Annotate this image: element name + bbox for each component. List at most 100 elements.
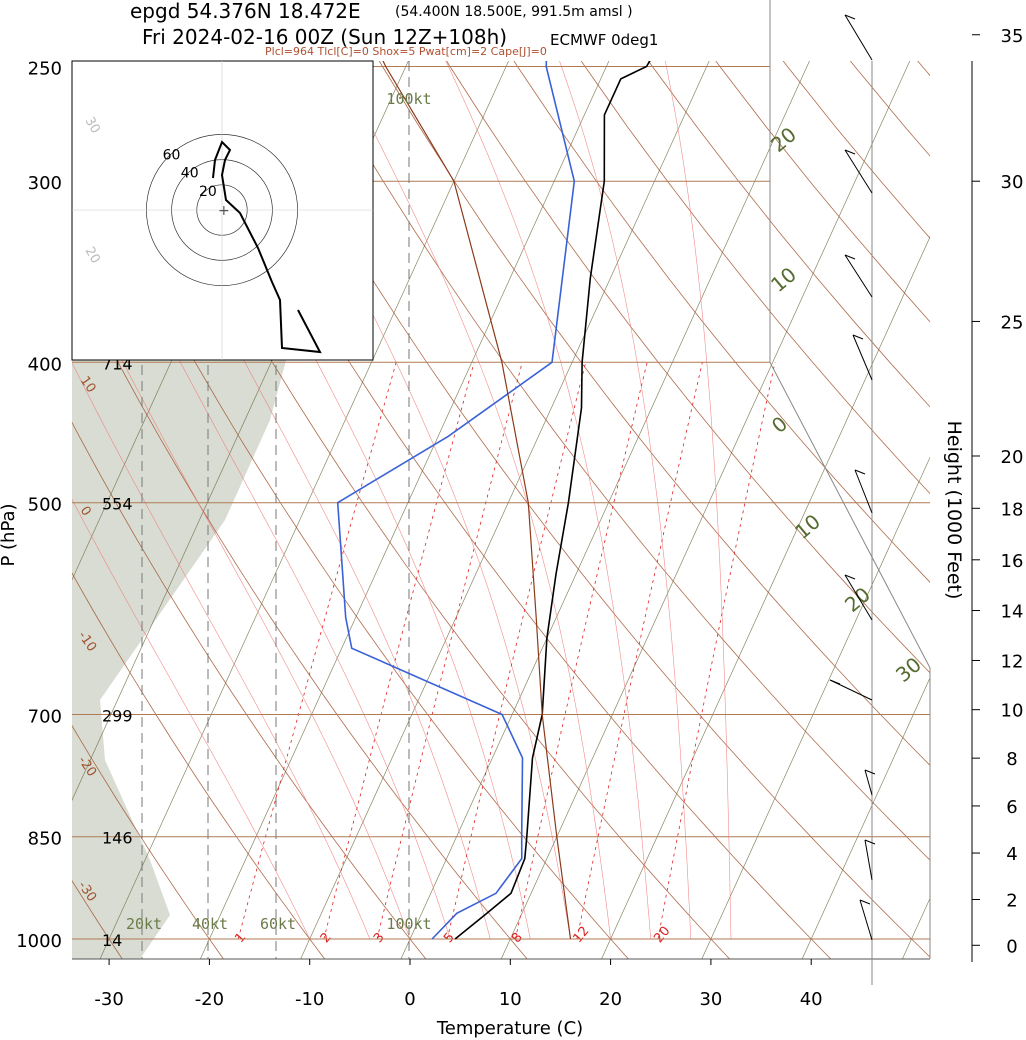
temperature-tick-label: 20 — [599, 989, 622, 1010]
wind-barb — [864, 769, 873, 796]
height-tick-label: 14 — [1001, 602, 1024, 623]
height-tick-label: 12 — [1001, 651, 1024, 672]
isotherm-label: 10 — [766, 262, 801, 297]
indices-line: Plcl=964 Tlcl[C]=0 Shox=5 Pwat[cm]=2 Cap… — [265, 45, 547, 58]
height-tick-label: 10 — [1001, 701, 1024, 722]
mixing-ratio-line — [576, 362, 703, 940]
wind-barb-flag — [859, 899, 871, 905]
mixing-ratio-label: 1 — [232, 930, 249, 946]
wind-barb — [859, 899, 873, 941]
pressure-height-label: 146 — [102, 829, 133, 848]
dry-adiabat-line — [648, 61, 930, 408]
wind-barb-flag — [844, 14, 856, 20]
hodograph-ring-label: 60 — [163, 148, 181, 164]
dry-adiabat-line — [782, 61, 930, 239]
title-main: epgd 54.376N 18.472E — [130, 0, 361, 23]
pressure-height-label: 14 — [102, 931, 122, 950]
mixing-ratio-label: 20 — [651, 924, 673, 946]
temperature-tick-label: 40 — [800, 989, 823, 1010]
hodograph-origin-mark: + — [218, 203, 230, 219]
pressure-tick-label: 400 — [28, 354, 62, 375]
mixing-ratio-label: 3 — [371, 930, 388, 946]
mixing-ratio-label: 2 — [318, 930, 335, 946]
temperature-tick-label: -10 — [295, 989, 324, 1010]
mixing-ratio-line — [323, 362, 475, 940]
kt-label-top: 100kt — [386, 90, 431, 108]
hodograph-ring-label-faded: 30 — [82, 115, 103, 137]
dry-adiabat-line — [972, 0, 1026, 970]
pressure-tick-label: 700 — [28, 707, 62, 728]
moist-adiabat-line — [445, 61, 651, 940]
moist-adiabat-line — [72, 362, 371, 940]
temperature-tick-label: 30 — [699, 989, 722, 1010]
mixing-ratio-line — [515, 362, 648, 940]
isotherm-line — [99, 61, 509, 959]
model-label: ECMWF 0deg1 — [550, 31, 658, 49]
wind-barb — [854, 469, 873, 514]
wind-barb — [844, 574, 873, 621]
dewpoint-profile — [336, 61, 576, 940]
kt-label-bottom: 40kt — [192, 915, 228, 933]
wind-barb-flag — [854, 469, 866, 475]
isotherm-line — [801, 677, 930, 959]
hodograph-trace — [212, 140, 322, 354]
dry-adiabat-line — [855, 0, 1026, 970]
isotherm-label: 10 — [790, 509, 825, 544]
time-line: Fri 2024-02-16 00Z (Sun 12Z+108h) — [142, 25, 507, 49]
title-sub: (54.400N 18.500E, 991.5m amsl ) — [395, 4, 633, 20]
dry-adiabat-line — [72, 725, 224, 959]
parcel-path — [382, 61, 572, 940]
height-tick-label: 25 — [1001, 312, 1024, 333]
wind-barb-flag — [844, 574, 856, 580]
kt-label-bottom: 100kt — [386, 915, 431, 933]
temperature-profile — [454, 61, 651, 940]
isotherm-label: 30 — [891, 652, 926, 687]
height-tick-label: 6 — [1006, 797, 1017, 818]
isotherm-line — [998, 0, 1026, 970]
mixing-ratio-line — [446, 362, 587, 940]
moist-adiabat-line — [559, 61, 692, 940]
moist-adiabat-line — [72, 259, 411, 940]
height-axis-label: Height (1000 Feet) — [943, 421, 965, 600]
x-axis-label: Temperature (C) — [436, 1018, 583, 1039]
wind-barb-flag — [844, 254, 856, 260]
temperature-tick-label: 0 — [404, 989, 415, 1010]
pressure-height-label: 554 — [102, 495, 133, 514]
isotherm-line — [400, 61, 810, 959]
temperature-tick-label: -20 — [195, 989, 224, 1010]
isotherm-label: 20 — [840, 582, 875, 617]
hodograph-ring-label: 40 — [181, 166, 199, 182]
y-axis-label: P (hPa) — [0, 503, 19, 566]
dry-adiabat-line — [917, 61, 930, 77]
pressure-tick-label: 300 — [28, 173, 62, 194]
kt-label-bottom: 20kt — [126, 915, 162, 933]
isotherm-line — [701, 456, 930, 959]
wind-barb — [864, 839, 873, 881]
pressure-tick-label: 250 — [28, 58, 62, 79]
diagram-right-edge — [769, 0, 931, 959]
moist-adiabat-line — [72, 498, 310, 940]
wind-barb — [844, 254, 873, 298]
pressure-tick-label: 500 — [28, 495, 62, 516]
temperature-tick-label: 10 — [499, 989, 522, 1010]
wind-barb-flag — [852, 334, 864, 340]
pressure-tick-label: 1000 — [16, 931, 62, 952]
hodograph-ring-label: 20 — [199, 184, 217, 200]
height-tick-label: 20 — [1001, 447, 1024, 468]
isotherm-label: 0 — [767, 411, 792, 438]
height-tick-label: 35 — [1001, 26, 1024, 47]
height-tick-label: 16 — [1001, 551, 1024, 572]
pressure-height-label: 299 — [102, 707, 133, 726]
height-tick-label: 4 — [1006, 844, 1017, 865]
dry-adiabat-line — [914, 0, 1026, 970]
wind-barb-flag — [829, 679, 841, 685]
dry-adiabat-line — [72, 272, 528, 959]
mixing-ratio-line — [237, 362, 397, 940]
height-tick-label: 30 — [1001, 172, 1024, 193]
mixing-ratio-line — [657, 362, 776, 940]
isotherm-line — [199, 61, 610, 959]
pressure-tick-label: 850 — [28, 829, 62, 850]
height-tick-label: 18 — [1001, 499, 1024, 520]
